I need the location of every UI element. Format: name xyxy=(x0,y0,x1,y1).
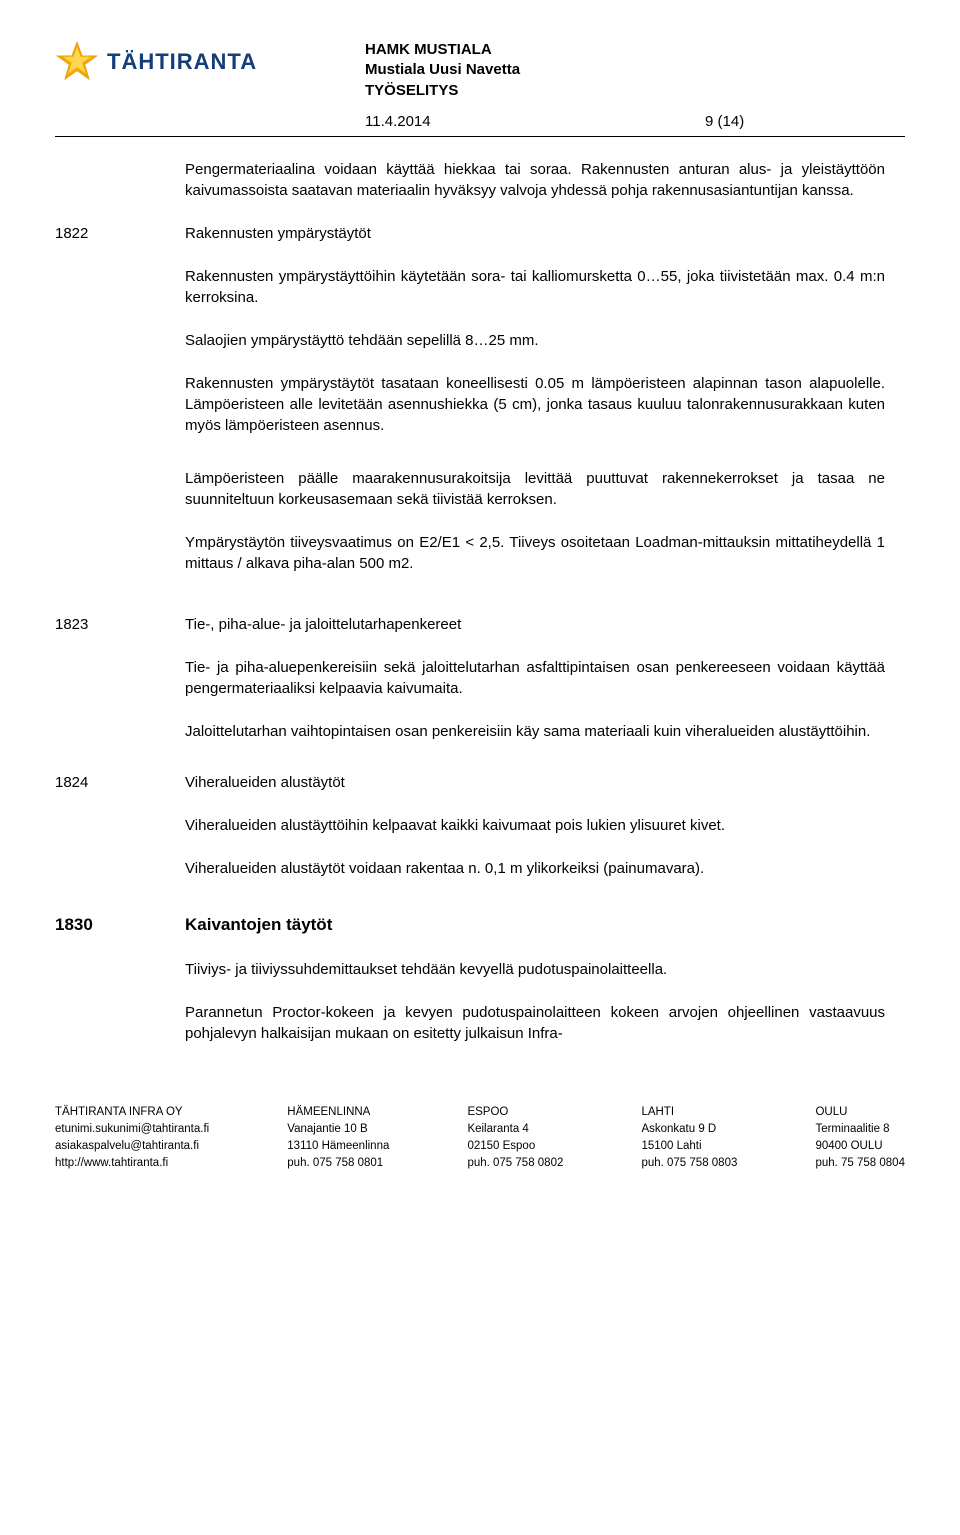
section-heading: 1824 Viheralueiden alustäytöt xyxy=(185,772,885,793)
footer-text: HÄMEENLINNA xyxy=(287,1104,389,1121)
header: TÄHTIRANTA HAMK MUSTIALA Mustiala Uusi N… xyxy=(55,40,905,101)
body-paragraph: Jaloittelutarhan vaihtopintaisen osan pe… xyxy=(185,721,885,742)
footer-text: puh. 75 758 0804 xyxy=(815,1155,905,1172)
section-title: Kaivantojen täytöt xyxy=(185,913,332,937)
footer-text: Askonkatu 9 D xyxy=(641,1121,737,1138)
footer-text: etunimi.sukunimi@tahtiranta.fi xyxy=(55,1121,209,1138)
body-paragraph: Tie- ja piha-aluepenkereisiin sekä jaloi… xyxy=(185,657,885,699)
date-row: 11.4.2014 9 (14) xyxy=(55,111,905,132)
footer-text: puh. 075 758 0803 xyxy=(641,1155,737,1172)
footer-col: OULU Terminaalitie 8 90400 OULU puh. 75 … xyxy=(815,1104,905,1173)
section-heading: 1823 Tie-, piha-alue- ja jaloittelutarha… xyxy=(185,614,885,635)
page-number: 9 (14) xyxy=(705,111,744,132)
body-paragraph: Rakennusten ympärystäyttöihin käytetään … xyxy=(185,266,885,308)
footer-text: asiakaspalvelu@tahtiranta.fi xyxy=(55,1138,209,1155)
section-number: 1822 xyxy=(55,223,185,244)
footer-text: Terminaalitie 8 xyxy=(815,1121,905,1138)
doc-title-1: HAMK MUSTIALA xyxy=(365,40,520,60)
footer-text: http://www.tahtiranta.fi xyxy=(55,1155,209,1172)
section-number: 1830 xyxy=(55,913,185,937)
footer-text: puh. 075 758 0801 xyxy=(287,1155,389,1172)
body-paragraph: Tiiviys- ja tiiviyssuhdemittaukset tehdä… xyxy=(185,959,885,980)
section-title: Rakennusten ympärystäytöt xyxy=(185,223,371,244)
section-heading-bold: 1830 Kaivantojen täytöt xyxy=(185,913,885,937)
footer-text: 13110 Hämeenlinna xyxy=(287,1138,389,1155)
doc-title-2: Mustiala Uusi Navetta xyxy=(365,60,520,80)
footer-text: 90400 OULU xyxy=(815,1138,905,1155)
doc-date: 11.4.2014 xyxy=(365,111,705,132)
footer-col: LAHTI Askonkatu 9 D 15100 Lahti puh. 075… xyxy=(641,1104,737,1173)
footer-text: Keilaranta 4 xyxy=(467,1121,563,1138)
body-paragraph: Lämpöeristeen päälle maarakennusurakoits… xyxy=(185,468,885,510)
footer-col: HÄMEENLINNA Vanajantie 10 B 13110 Hämeen… xyxy=(287,1104,389,1173)
section-title: Tie-, piha-alue- ja jaloittelutarhapenke… xyxy=(185,614,461,635)
footer-text: OULU xyxy=(815,1104,905,1121)
footer-text: LAHTI xyxy=(641,1104,737,1121)
intro-paragraph: Pengermateriaalina voidaan käyttää hiekk… xyxy=(185,159,885,201)
footer-text: TÄHTIRANTA INFRA OY xyxy=(55,1104,209,1121)
footer-col: ESPOO Keilaranta 4 02150 Espoo puh. 075 … xyxy=(467,1104,563,1173)
footer-text: puh. 075 758 0802 xyxy=(467,1155,563,1172)
section-heading: 1822 Rakennusten ympärystäytöt xyxy=(185,223,885,244)
document-page: TÄHTIRANTA HAMK MUSTIALA Mustiala Uusi N… xyxy=(0,0,960,1203)
footer: TÄHTIRANTA INFRA OY etunimi.sukunimi@tah… xyxy=(55,1104,905,1173)
footer-text: ESPOO xyxy=(467,1104,563,1121)
doc-title-block: HAMK MUSTIALA Mustiala Uusi Navetta TYÖS… xyxy=(365,40,520,101)
footer-col: TÄHTIRANTA INFRA OY etunimi.sukunimi@tah… xyxy=(55,1104,209,1173)
logo-block: TÄHTIRANTA xyxy=(55,40,365,84)
body-paragraph: Ympärystäytön tiiveysvaatimus on E2/E1 <… xyxy=(185,532,885,574)
body-paragraph: Rakennusten ympärystäytöt tasataan konee… xyxy=(185,373,885,436)
body-paragraph: Parannetun Proctor-kokeen ja kevyen pudo… xyxy=(185,1002,885,1044)
header-divider xyxy=(55,136,905,137)
star-icon xyxy=(55,40,99,84)
section-number: 1823 xyxy=(55,614,185,635)
footer-text: 02150 Espoo xyxy=(467,1138,563,1155)
body-paragraph: Viheralueiden alustäytöt voidaan rakenta… xyxy=(185,858,885,879)
body-paragraph: Viheralueiden alustäyttöihin kelpaavat k… xyxy=(185,815,885,836)
doc-title-3: TYÖSELITYS xyxy=(365,81,520,101)
brand-text: TÄHTIRANTA xyxy=(107,47,257,78)
section-number: 1824 xyxy=(55,772,185,793)
footer-text: Vanajantie 10 B xyxy=(287,1121,389,1138)
body-paragraph: Salaojien ympärystäyttö tehdään sepelill… xyxy=(185,330,885,351)
body-content: Pengermateriaalina voidaan käyttää hiekk… xyxy=(55,159,905,1044)
footer-text: 15100 Lahti xyxy=(641,1138,737,1155)
section-title: Viheralueiden alustäytöt xyxy=(185,772,345,793)
